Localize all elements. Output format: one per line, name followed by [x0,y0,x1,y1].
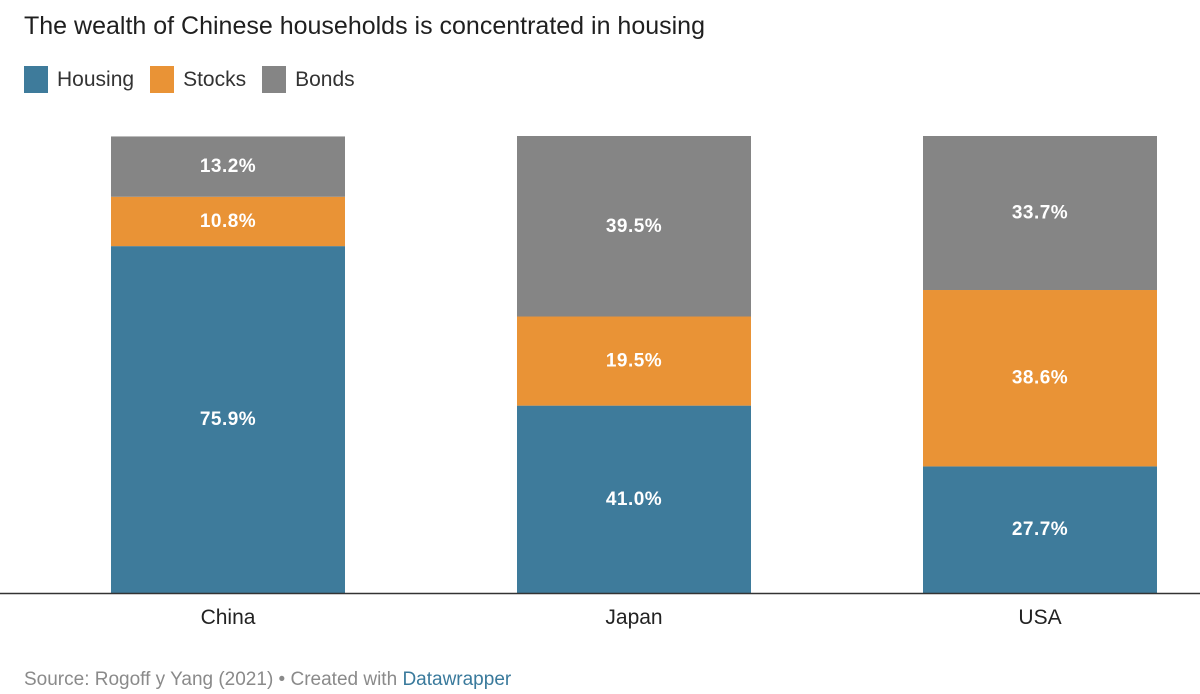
bar-segment-bonds-china [111,136,345,197]
legend-label-housing: Housing [57,67,135,91]
legend-swatch-stocks [150,66,175,93]
data-label-bonds-china: 13.2% [200,156,256,177]
data-label-housing-china: 75.9% [200,409,256,430]
legend-swatch-bonds [262,66,287,93]
legend-swatch-housing [24,66,48,93]
bar-segment-stocks-china [111,196,345,247]
source-text: Source: Rogoff y Yang (2021) • Created w… [24,669,403,690]
legend-label-stocks: Stocks [183,67,247,91]
data-label-stocks-usa: 38.6% [1012,368,1068,389]
bar-segment-housing-china [111,246,345,593]
source-note: Source: Rogoff y Yang (2021) • Created w… [24,669,511,691]
data-label-bonds-japan: 39.5% [606,216,662,237]
legend: Housing Stocks Bonds [24,66,371,93]
legend-item-stocks: Stocks [150,66,246,93]
chart-title: The wealth of Chinese households is conc… [24,12,705,40]
category-label-china: China [201,606,256,629]
data-label-stocks-japan: 19.5% [606,351,662,372]
legend-item-bonds: Bonds [262,66,355,93]
bar-segment-bonds-japan [517,136,751,317]
data-label-bonds-usa: 33.7% [1012,203,1068,224]
bar-segment-housing-usa [923,466,1157,593]
bar-segment-stocks-japan [517,316,751,406]
data-label-housing-japan: 41.0% [606,489,662,510]
legend-item-housing: Housing [24,66,134,93]
data-label-stocks-china: 10.8% [200,211,256,232]
bar-segment-housing-japan [517,405,751,593]
legend-label-bonds: Bonds [295,67,355,91]
data-label-housing-usa: 27.7% [1012,519,1068,540]
bar-segment-bonds-usa [923,136,1157,291]
datawrapper-link[interactable]: Datawrapper [402,669,512,690]
category-label-usa: USA [1018,606,1061,629]
category-label-japan: Japan [605,606,662,629]
bar-segment-stocks-usa [923,290,1157,467]
